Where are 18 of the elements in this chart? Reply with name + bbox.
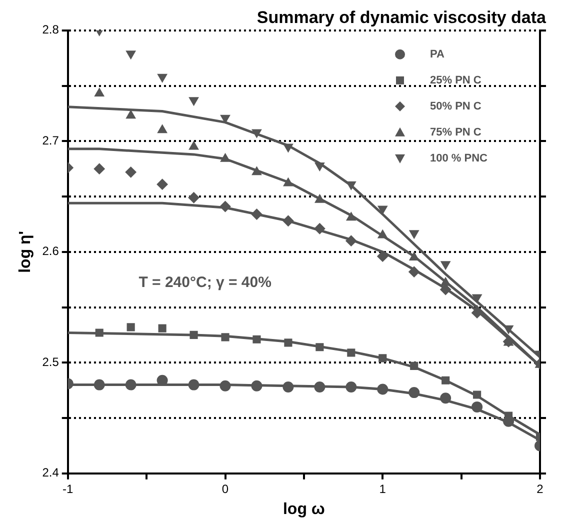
legend-label: 75% PN C <box>430 126 482 138</box>
y-tick-label: 2.5 <box>42 354 60 369</box>
legend-label: 50% PN C <box>430 100 482 112</box>
legend-label: PA <box>430 48 445 60</box>
legend-label: 100 % PNC <box>430 152 488 164</box>
x-tick-label: -1 <box>62 482 74 496</box>
x-tick-label: 0 <box>222 482 229 496</box>
legend-label: 25% PN C <box>430 74 482 86</box>
chart-title: Summary of dynamic viscosity data <box>256 8 547 27</box>
y-tick-label: 2.7 <box>42 133 60 148</box>
x-tick-label: 2 <box>536 482 544 496</box>
y-tick-label: 2.4 <box>42 466 60 480</box>
y-tick-label: 2.8 <box>42 22 60 37</box>
x-axis-title: log ω <box>282 500 325 518</box>
y-tick-label: 2.6 <box>42 244 60 258</box>
annotation: T = 240°C; γ = 40% <box>138 274 272 292</box>
y-axis-title: log η' <box>17 230 34 273</box>
x-tick-label: 1 <box>379 482 386 496</box>
